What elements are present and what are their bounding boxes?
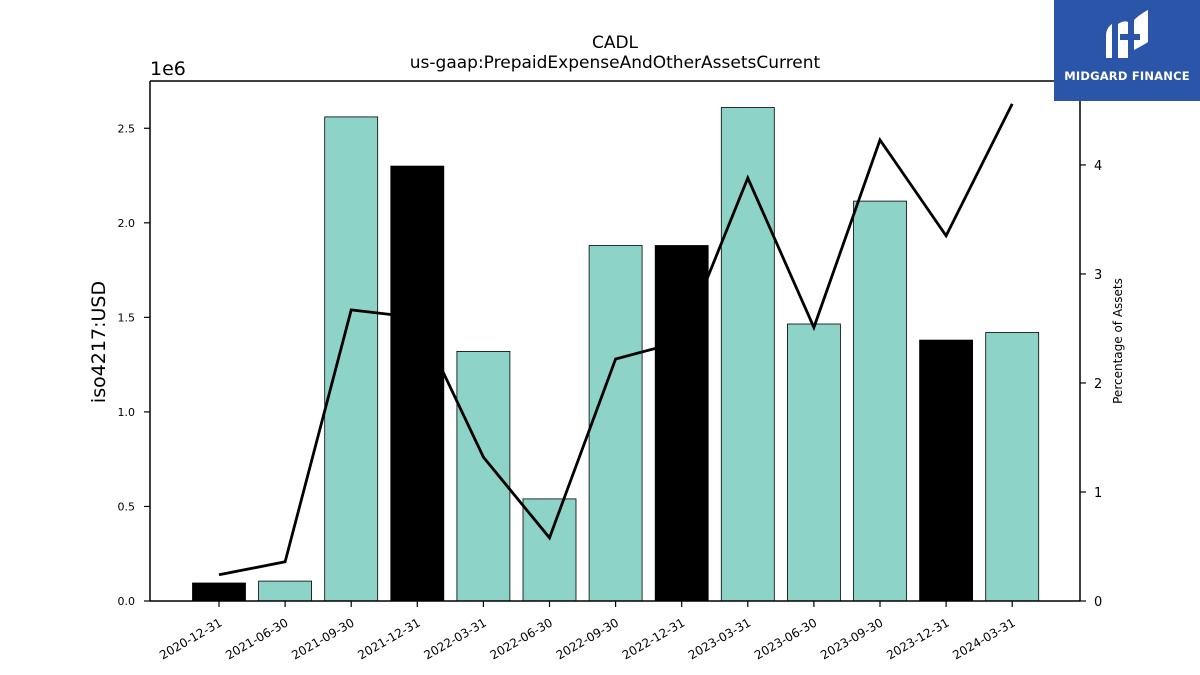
x-tick-label: 2024-03-31: [950, 615, 1017, 662]
bar-2022-12-31: [654, 245, 709, 602]
bar-2023-09-30: [853, 200, 907, 602]
y-axis-label: iso4217:USD: [88, 281, 110, 403]
y2-tick-label: 2: [1094, 377, 1102, 392]
bar-2022-03-31: [456, 350, 511, 602]
x-tick-label: 2021-12-31: [355, 615, 422, 662]
x-tick-label: 2020-12-31: [157, 615, 224, 662]
bar-2023-03-31: [720, 107, 775, 602]
chart-title: CADL: [591, 33, 639, 53]
y-tick-label: 1.5: [118, 311, 136, 324]
y-tick-label: 2.5: [118, 122, 136, 135]
x-tick-label: 2021-06-30: [223, 615, 290, 662]
bar-2020-12-31: [192, 582, 246, 602]
bar-2023-12-31: [919, 339, 973, 602]
y-tick-label: 0.5: [118, 500, 136, 513]
percentage-line: [218, 103, 1014, 577]
bar-2021-12-31: [390, 165, 445, 602]
logo-text: MIDGARD FINANCE: [1064, 69, 1190, 83]
logo-mark-icon: [1106, 10, 1148, 58]
y2-tick-label: 4: [1094, 159, 1102, 174]
x-tick-label: 2021-09-30: [289, 615, 356, 662]
y-tick-label: 1.0: [118, 406, 136, 419]
x-tick-label: 2022-12-31: [620, 615, 687, 662]
y-tick-label: 2.0: [118, 217, 136, 230]
bar-2021-09-30: [324, 116, 379, 602]
x-tick-label: 2022-06-30: [488, 615, 555, 662]
bar-2024-03-31: [985, 332, 1040, 602]
x-tick-label: 2023-06-30: [752, 615, 819, 662]
x-tick-label: 2022-09-30: [554, 615, 621, 662]
x-tick-label: 2023-12-31: [884, 615, 951, 662]
bar-2023-06-30: [787, 323, 841, 602]
y2-tick-label: 1: [1094, 486, 1102, 501]
chart-subtitle: us-gaap:PrepaidExpenseAndOtherAssetsCurr…: [409, 53, 821, 73]
bar-2021-06-30: [258, 580, 313, 602]
y2-tick-label: 3: [1094, 268, 1102, 283]
y2-tick-label: 0: [1094, 595, 1102, 610]
midgard-finance-logo: MIDGARD FINANCE: [1054, 0, 1200, 101]
x-tick-label: 2023-09-30: [818, 615, 885, 662]
y-offset-label: 1e6: [150, 58, 186, 80]
y2-axis-label: Percentage of Assets: [1111, 278, 1125, 404]
x-tick-label: 2022-03-31: [421, 615, 488, 662]
y-tick-label: 0.0: [118, 595, 136, 608]
bar-2022-09-30: [588, 245, 643, 602]
x-tick-label: 2023-03-31: [686, 615, 753, 662]
